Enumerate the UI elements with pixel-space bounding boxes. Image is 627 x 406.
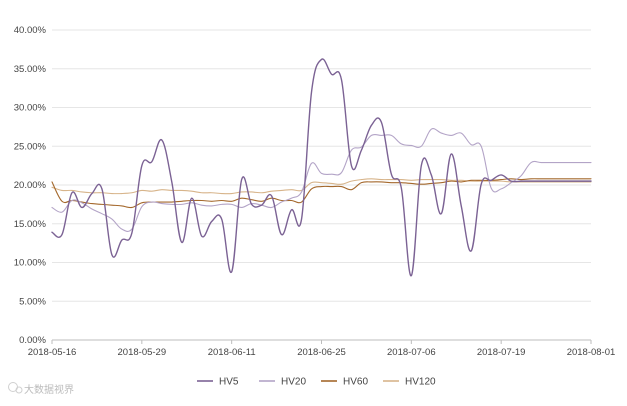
y-tick-label: 20.00%: [14, 180, 47, 191]
y-tick-label: 0.00%: [19, 335, 46, 346]
series-layer: [51, 58, 592, 277]
legend-item-hv5[interactable]: HV5: [197, 377, 239, 388]
x-tick-label: 2018-07-19: [477, 347, 526, 358]
legend-label: HV60: [343, 377, 368, 388]
y-tick-label: 30.00%: [14, 103, 47, 114]
y-tick-label: 5.00%: [19, 296, 46, 307]
y-tick-label: 25.00%: [14, 141, 47, 152]
legend: HV5 HV20 HV60 HV120: [197, 377, 436, 388]
axis-layer: 0.00% 5.00% 10.00% 15.00% 20.00% 25.00% 30.00%…: [14, 25, 616, 358]
watermark-text: 大数据视界: [24, 383, 74, 396]
series-line-hv5: [51, 58, 592, 277]
x-tick-label: 2018-08-01: [567, 347, 616, 358]
legend-item-hv60[interactable]: HV60: [321, 377, 368, 388]
x-tick-label: 2018-05-29: [118, 347, 167, 358]
legend-item-hv20[interactable]: HV20: [259, 377, 306, 388]
watermark: 大数据视界: [8, 382, 74, 396]
series-line-hv60: [51, 178, 592, 209]
y-tick-label: 10.00%: [14, 258, 47, 269]
y-tick-label: 35.00%: [14, 64, 47, 75]
series-line-hv120: [51, 178, 592, 195]
legend-label: HV5: [219, 377, 239, 388]
x-tick-label: 2018-05-16: [28, 347, 77, 358]
legend-item-hv120[interactable]: HV120: [383, 377, 436, 388]
grid-layer: [52, 29, 591, 341]
legend-label: HV120: [405, 377, 436, 388]
y-tick-label: 15.00%: [14, 219, 47, 230]
x-tick-label: 2018-07-06: [387, 347, 436, 358]
x-tick-label: 2018-06-25: [297, 347, 346, 358]
y-tick-label: 40.00%: [14, 25, 47, 36]
series-line-hv20: [51, 128, 592, 232]
watermark-logo-icon: [8, 382, 23, 394]
x-tick-label: 2018-06-11: [208, 347, 256, 358]
legend-label: HV20: [281, 377, 306, 388]
